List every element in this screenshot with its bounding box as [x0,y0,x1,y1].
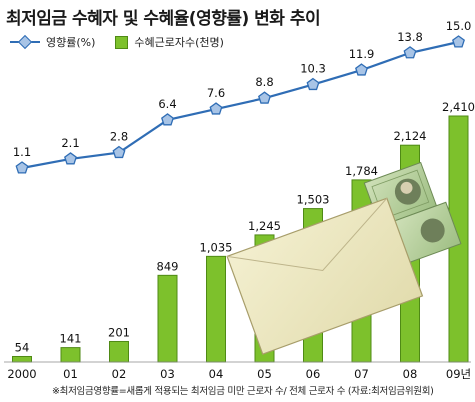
line-label-04: 7.6 [207,86,225,100]
line-label-02: 2.8 [110,130,128,144]
x-tick-label-08: 08 [403,367,418,381]
x-tick-label-04: 04 [209,367,224,381]
x-tick-label-05: 05 [257,367,272,381]
bar-2000 [12,355,32,363]
x-tick-label-03: 03 [160,367,175,381]
x-tick-label-09년: 09년 [446,367,471,381]
bar-label-09년: 2,410 [442,100,475,114]
line-marker-2000 [15,161,29,174]
bar-02 [109,340,129,363]
x-tick-label-2000: 2000 [7,367,36,381]
line-label-07: 11.9 [349,47,375,61]
line-label-03: 6.4 [158,97,176,111]
line-marker-09년 [452,35,465,48]
line-marker-02 [112,145,126,159]
line-marker-04 [209,102,223,115]
legend-bar-swatch [115,35,129,49]
bar-04 [206,255,226,363]
bar-label-07: 1,784 [345,164,378,178]
line-label-06: 10.3 [300,62,326,76]
bar-label-08: 2,124 [394,129,427,143]
line-label-2000: 1.1 [13,145,31,159]
line-label-01: 2.1 [61,136,79,150]
line-marker-05 [258,91,271,104]
legend-line-swatch [10,37,40,47]
bar-label-05: 1,245 [248,219,281,233]
line-label-08: 13.8 [397,30,423,44]
x-tick-label-02: 02 [112,367,127,381]
bar-01 [60,347,81,363]
line-marker-06 [306,77,320,91]
line-label-09년: 15.0 [446,19,472,33]
bar-label-02: 201 [108,325,130,339]
bar-03 [157,274,178,363]
bar-label-2000: 54 [15,340,30,354]
chart-title: 최저임금 수혜자 및 수혜율(영향률) 변화 추이 [6,9,321,29]
legend: 영향률(%) 수혜근로자수(천명) [10,34,224,50]
legend-label-bar: 수혜근로자수(천명) [134,36,224,49]
line-marker-07 [355,63,368,76]
impact-rate-line [21,40,459,170]
x-tick-label-01: 01 [63,367,78,381]
line-marker-03 [161,113,174,126]
bar-label-06: 1,503 [297,193,330,207]
legend-label-line: 영향률(%) [46,36,96,49]
x-tick-label-06: 06 [306,367,321,381]
x-tick-label-07: 07 [354,367,369,381]
bar-label-04: 1,035 [200,240,233,254]
line-marker-08 [403,46,417,59]
line-marker-01 [64,152,77,165]
line-label-05: 8.8 [255,75,273,89]
footnote: ※최저임금영향률=새롭게 적용되는 최저임금 미만 근로자 수/ 전체 근로자 … [52,386,434,397]
bar-label-03: 849 [157,259,179,273]
money-envelope-illustration [226,161,462,355]
bar-label-01: 141 [60,332,82,346]
